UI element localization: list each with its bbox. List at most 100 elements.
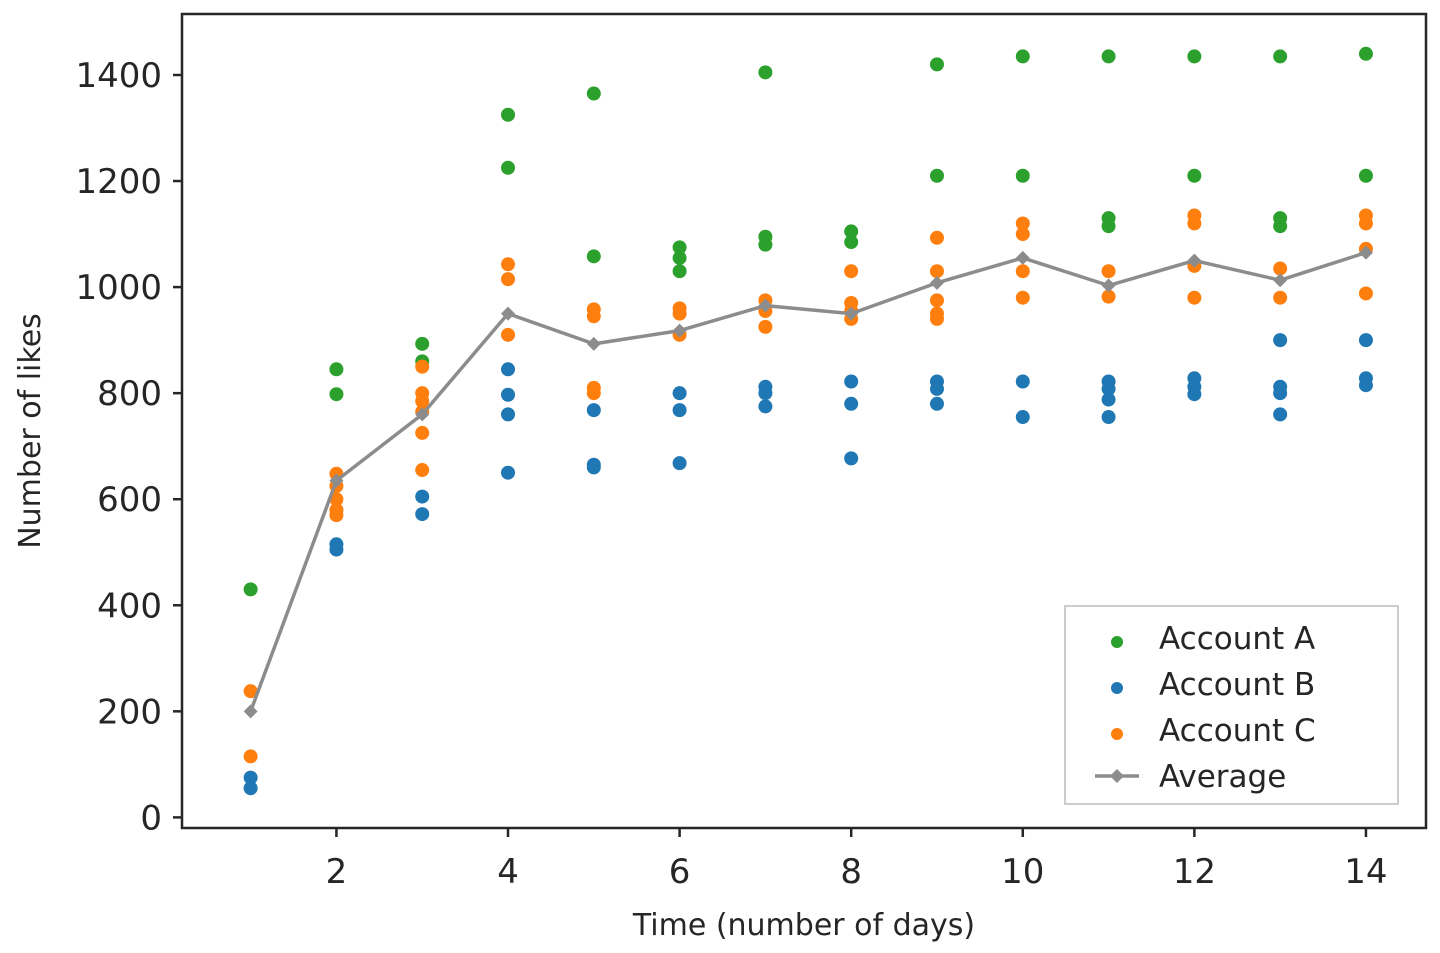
account-c-point <box>1015 216 1030 231</box>
account-a-point <box>1273 219 1288 234</box>
legend-swatch-account-c <box>1111 728 1123 740</box>
account-c-point <box>586 309 601 324</box>
plot-frame <box>180 12 1428 830</box>
account-a-point <box>844 235 859 250</box>
account-a-point <box>672 264 687 279</box>
account-c-point <box>243 749 258 764</box>
account-a-point <box>844 224 859 239</box>
account-a-point <box>243 582 258 597</box>
account-c-point <box>329 508 344 523</box>
average-marker <box>1015 250 1030 265</box>
average-line-layer <box>243 245 1373 719</box>
legend-label-account-b: Account B <box>1159 667 1315 703</box>
account-a-point <box>672 240 687 255</box>
average-marker <box>672 323 687 338</box>
account-a-point <box>758 237 773 252</box>
account-c-point <box>415 463 430 478</box>
account-a-point <box>1015 168 1030 183</box>
account-b-point <box>672 386 687 401</box>
account-b-point <box>501 362 516 377</box>
account-b-point <box>1273 386 1288 401</box>
account-c-point <box>415 359 430 374</box>
x-tick-label: 10 <box>1001 852 1044 892</box>
legend: Account A Account B Account C Average <box>1064 605 1399 805</box>
account-a-point <box>329 387 344 402</box>
account-a-point <box>1273 49 1288 64</box>
account-b-point <box>329 542 344 557</box>
average-marker <box>929 275 944 290</box>
y-tick-label: 1000 <box>75 268 162 308</box>
x-tick-label: 6 <box>669 852 691 892</box>
legend-marker-average <box>1110 769 1124 783</box>
y-tick-label: 1200 <box>75 162 162 202</box>
account-c-point <box>243 684 258 699</box>
x-tick-label: 4 <box>497 852 519 892</box>
account-a-point <box>1187 168 1202 183</box>
account-b-point <box>1101 392 1116 407</box>
account-c-point <box>1187 290 1202 305</box>
account-b-point <box>1101 381 1116 396</box>
average-marker <box>243 704 258 719</box>
account-c-point <box>1358 216 1373 231</box>
average-marker <box>844 306 859 321</box>
average-marker <box>329 473 344 488</box>
account-a-point <box>1358 46 1373 61</box>
account-b-point <box>1358 333 1373 348</box>
account-c-point <box>929 293 944 308</box>
account-b-point <box>1273 407 1288 422</box>
average-marker <box>1187 253 1202 268</box>
account-a-point <box>415 336 430 351</box>
account-a-point <box>1015 49 1030 64</box>
x-axis-label: Time (number of days) <box>632 908 975 943</box>
account-b-point <box>415 507 430 522</box>
account-b-point <box>1015 374 1030 389</box>
account-a-point <box>1187 49 1202 64</box>
account-c-point <box>672 306 687 321</box>
account-b-point <box>243 770 258 785</box>
account-c-point <box>501 257 516 272</box>
account-c-point <box>1015 227 1030 242</box>
x-tick-label: 12 <box>1173 852 1216 892</box>
account-b-point <box>758 399 773 414</box>
account-c-point <box>844 264 859 279</box>
legend-swatch-account-b <box>1111 682 1123 694</box>
tick-layer: 2 4 6 8 10 12 14 0 200 400 600 800 1000 1200 1400 <box>75 56 1387 892</box>
y-tick-label: 800 <box>97 374 162 414</box>
average-marker <box>758 298 773 313</box>
account-b-point <box>1273 333 1288 348</box>
account-c-point <box>586 386 601 401</box>
account-a-point <box>501 107 516 122</box>
y-axis-label: Number of likes <box>13 313 48 549</box>
account-b-point <box>243 781 258 796</box>
account-c-point <box>929 311 944 326</box>
account-c-point <box>501 272 516 287</box>
legend-label-average: Average <box>1159 759 1286 795</box>
account-b-point <box>1101 410 1116 425</box>
account-c-point <box>1273 261 1288 276</box>
account-b-point <box>586 403 601 418</box>
account-c-point <box>929 264 944 279</box>
account-c-point <box>415 425 430 440</box>
legend-label-account-a: Account A <box>1159 621 1315 657</box>
account-b-point <box>501 387 516 402</box>
y-tick-label: 0 <box>140 798 162 838</box>
account-c-point <box>329 492 344 507</box>
account-c-point <box>1358 286 1373 301</box>
account-a-point <box>1101 219 1116 234</box>
account-a-point <box>758 65 773 80</box>
account-b-point <box>1187 387 1202 402</box>
account-c-point <box>1015 264 1030 279</box>
legend-label-account-c: Account C <box>1159 713 1316 749</box>
account-a-point <box>1358 168 1373 183</box>
account-a-point <box>1101 49 1116 64</box>
account-a-point <box>929 57 944 72</box>
account-b-point <box>415 489 430 504</box>
account-b-point <box>501 407 516 422</box>
account-b-point <box>929 381 944 396</box>
account-b-point <box>672 456 687 471</box>
account-c-point <box>1101 264 1116 279</box>
account-c-point <box>1015 290 1030 305</box>
account-b-point <box>844 374 859 389</box>
